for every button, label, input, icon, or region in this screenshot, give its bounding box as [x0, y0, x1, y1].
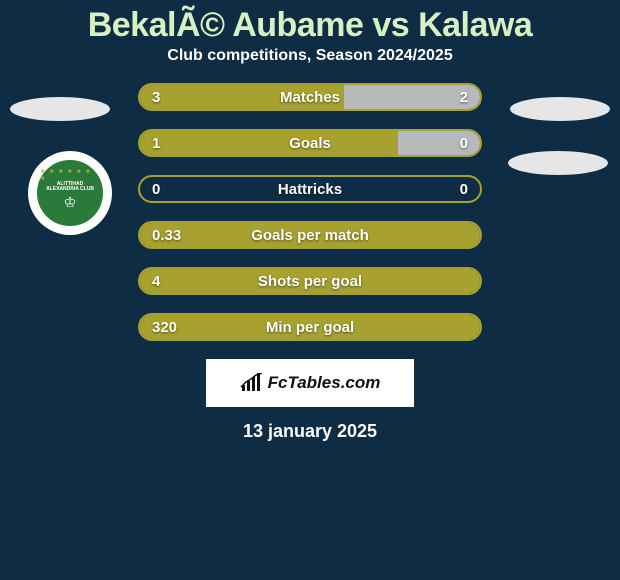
club-badge-inner: ★ ★ ★ ★ ★ ★ ★ ALITTIHAD ALEXANDRIA CLUB …	[37, 160, 103, 226]
date-text: 13 january 2025	[0, 421, 620, 442]
player-badge-right-1	[510, 97, 610, 121]
club-stars-icon: ★ ★ ★ ★ ★ ★ ★	[40, 168, 100, 182]
stat-label: Goals	[140, 131, 480, 155]
stat-label: Hattricks	[140, 177, 480, 201]
stat-value-right: 0	[460, 131, 468, 155]
brand-chart-icon	[240, 373, 264, 393]
stat-label: Shots per goal	[140, 269, 480, 293]
stat-row: 4Shots per goal	[138, 267, 482, 295]
club-subname: ALEXANDRIA CLUB	[46, 187, 94, 193]
player-badge-left-1	[10, 97, 110, 121]
brand-box[interactable]: FcTables.com	[206, 359, 414, 407]
stats-area: ★ ★ ★ ★ ★ ★ ★ ALITTIHAD ALEXANDRIA CLUB …	[0, 83, 620, 341]
stat-row: 3Matches2	[138, 83, 482, 111]
subtitle: Club competitions, Season 2024/2025	[0, 47, 620, 83]
brand-text: FcTables.com	[268, 373, 381, 393]
stat-value-right: 0	[460, 177, 468, 201]
club-emblem-icon: ♔	[64, 194, 77, 211]
stat-value-right: 2	[460, 85, 468, 109]
stat-label: Matches	[140, 85, 480, 109]
stat-row: 1Goals0	[138, 129, 482, 157]
club-badge-left: ★ ★ ★ ★ ★ ★ ★ ALITTIHAD ALEXANDRIA CLUB …	[28, 151, 112, 235]
page-title: BekalÃ© Aubame vs Kalawa	[0, 0, 620, 47]
stat-label: Min per goal	[140, 315, 480, 339]
player-badge-right-2	[508, 151, 608, 175]
stat-label: Goals per match	[140, 223, 480, 247]
stat-row: 0Hattricks0	[138, 175, 482, 203]
stat-row: 0.33Goals per match	[138, 221, 482, 249]
stat-row: 320Min per goal	[138, 313, 482, 341]
